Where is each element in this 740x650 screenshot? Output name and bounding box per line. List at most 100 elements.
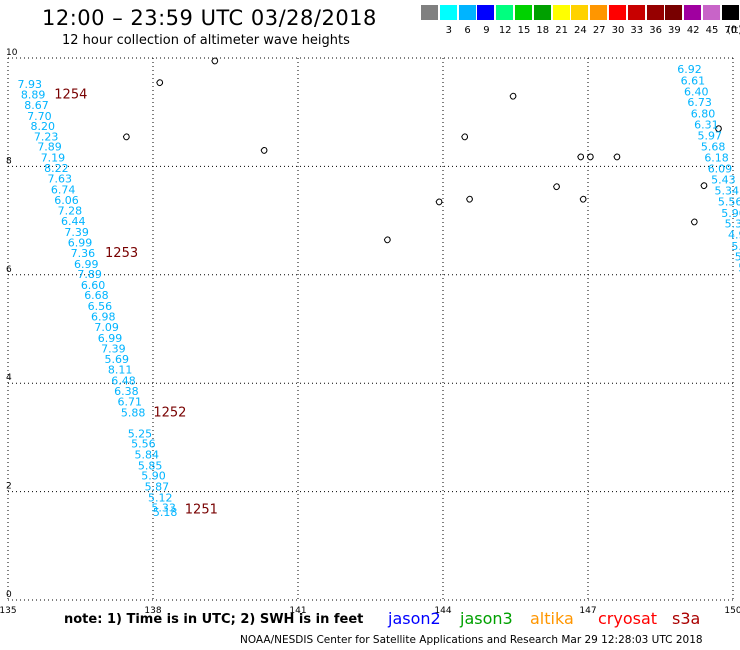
y-tick-label: 8 (6, 156, 12, 166)
wave-height-value: 5.56 (718, 195, 740, 208)
island-outline (579, 195, 587, 203)
legend-swatch (533, 5, 551, 20)
wave-height-value: 7.89 (37, 141, 62, 154)
wave-height-value: 6.38 (114, 385, 139, 398)
legend-label: 42 (686, 25, 700, 36)
island-outline (435, 198, 443, 206)
wave-height-value: 4.97 (728, 228, 740, 241)
legend-swatch (684, 5, 702, 20)
wave-height-value: 6.99 (68, 237, 93, 250)
wave-height-value: 6.99 (74, 258, 99, 271)
legend-swatch (496, 5, 514, 20)
wave-height-value: 5.31 (725, 218, 740, 231)
legend-swatch (515, 5, 532, 20)
legend-swatch (552, 5, 570, 20)
island-outline (700, 182, 708, 190)
x-tick-label: 138 (144, 606, 161, 616)
x-tick-label: 147 (579, 606, 596, 616)
island-outline (383, 236, 391, 244)
legend-unit: (ft) (727, 25, 740, 36)
wave-height-value: 5.87 (145, 481, 170, 494)
wave-height-value: 7.70 (27, 110, 52, 123)
island-outline (613, 153, 621, 161)
wave-height-value: 7.19 (41, 152, 66, 165)
wave-height-value: 5.33 (151, 502, 176, 515)
island-outline (586, 153, 594, 161)
wave-height-value: 6.92 (677, 63, 702, 76)
island-outline (122, 133, 130, 141)
wave-height-value: 5.18 (153, 506, 178, 519)
island-outline (466, 195, 473, 203)
wave-height-value: 7.63 (47, 173, 72, 186)
island-outline (690, 218, 698, 226)
x-tick-label: 141 (289, 606, 306, 616)
wave-height-value: 5.12 (148, 491, 173, 504)
legend-swatch (421, 5, 438, 20)
wave-height-value: 5.84 (134, 449, 159, 462)
satellite-label-altika: altika (530, 609, 574, 628)
y-tick-label: 0 (6, 590, 12, 600)
legend-label: 33 (630, 25, 644, 36)
wave-height-value: 5.34 (714, 185, 739, 198)
legend-label: 70 (724, 25, 738, 36)
wave-height-value: 7.23 (34, 130, 59, 143)
satellite-label-jason3: jason3 (460, 609, 513, 628)
wave-height-value: 5.56 (131, 438, 156, 451)
wave-height-value: 6.56 (88, 300, 113, 313)
wave-height-value: 5.68 (701, 141, 726, 154)
legend-swatch (439, 5, 457, 20)
wave-height-value: 6.98 (91, 310, 116, 323)
wave-height-value: 6.68 (84, 289, 109, 302)
island-outline (211, 57, 219, 65)
wave-height-value: 6.40 (684, 85, 709, 98)
wave-height-value: 5.90 (141, 470, 166, 483)
wave-height-value: 7.09 (94, 321, 119, 334)
chart-title: 12:00 – 23:59 UTC 03/28/2018 (42, 6, 377, 30)
wave-height-value: 7.28 (58, 205, 83, 218)
wave-height-value: 5.69 (105, 353, 130, 366)
wave-height-value: 6.73 (687, 96, 712, 109)
wave-height-value: 5.85 (138, 459, 163, 472)
legend-label: 12 (498, 25, 512, 36)
chart-subtitle: 12 hour collection of altimeter wave hei… (62, 33, 350, 48)
legend-swatch (721, 5, 739, 20)
legend-swatch (571, 5, 589, 20)
wave-height-value: 5.88 (121, 406, 146, 419)
wave-height-value: 6.61 (681, 75, 706, 88)
wave-height-value: 6.09 (708, 162, 733, 175)
satellite-label-s3a: s3a (672, 609, 701, 628)
legend-swatch (458, 5, 476, 20)
wave-height-value: 8.22 (44, 162, 69, 175)
wave-height-value: 6.99 (98, 332, 123, 345)
time-label: 1252 (153, 405, 186, 420)
wave-height-value: 6.18 (704, 152, 729, 165)
time-label: 1253 (105, 246, 138, 261)
satellite-label-jason2: jason2 (388, 609, 441, 628)
legend-label: 24 (574, 25, 587, 36)
wave-height-value: 8.89 (21, 89, 46, 102)
footnote: note: 1) Time is in UTC; 2) SWH is in fe… (64, 612, 364, 627)
legend-label: 45 (705, 25, 719, 36)
legend-label: 9 (483, 25, 490, 36)
legend-label: 39 (668, 25, 681, 36)
wave-height-value: 5.25 (128, 427, 153, 440)
x-tick-label: 150 (724, 606, 740, 616)
wave-height-value: 8.20 (31, 120, 56, 133)
legend-swatch (627, 5, 645, 20)
wave-height-value: 6.44 (61, 215, 86, 228)
legend-label: 27 (592, 25, 606, 36)
island-outline (461, 133, 469, 141)
legend-label: 15 (517, 25, 531, 36)
wave-height-value: 6.71 (118, 395, 143, 408)
wave-height-value: 6.74 (51, 184, 76, 197)
wave-height-value: 6.06 (54, 194, 79, 207)
y-tick-label: 2 (6, 482, 12, 492)
satellite-label-cryosat: cryosat (598, 609, 658, 628)
legend-swatch (590, 5, 608, 20)
credit-line: NOAA/NESDIS Center for Satellite Applica… (240, 634, 703, 646)
wave-height-value: 7.39 (64, 226, 89, 239)
legend-label: 18 (536, 25, 550, 36)
wave-height-value: 6.60 (81, 279, 106, 292)
wave-height-value: 5.80 (731, 240, 740, 253)
